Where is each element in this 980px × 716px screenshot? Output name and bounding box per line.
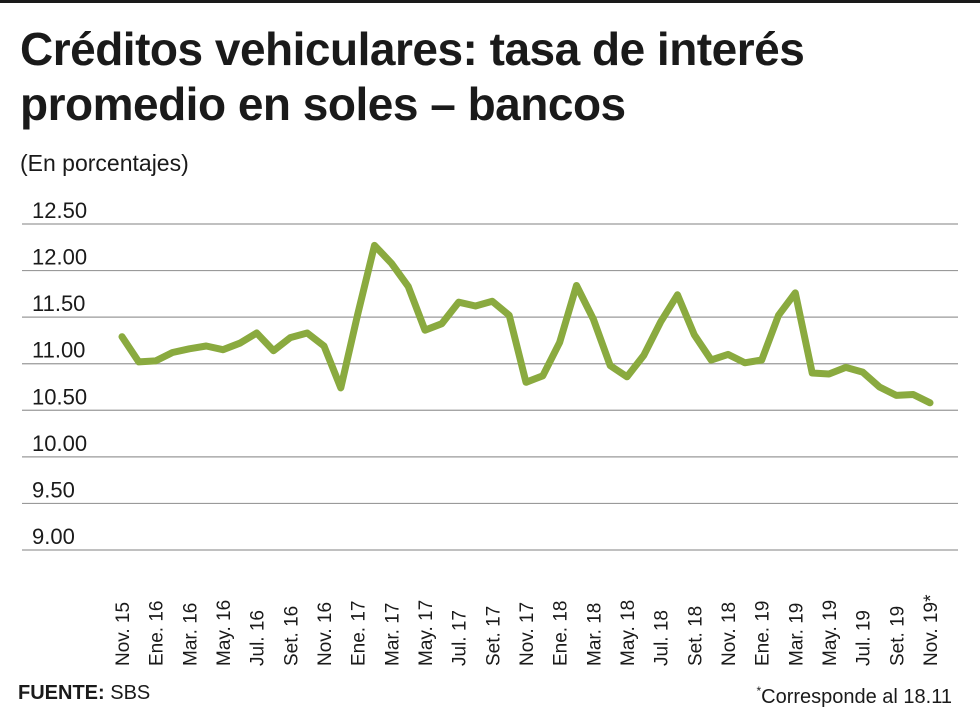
x-tick-label: Set. 17 xyxy=(483,606,504,666)
x-tick-label: Jul. 16 xyxy=(248,610,269,666)
data-point xyxy=(710,359,712,361)
x-tick-label: Mar. 18 xyxy=(584,603,605,666)
data-point xyxy=(643,354,645,356)
source-label: FUENTE: xyxy=(18,682,105,704)
data-point xyxy=(794,292,796,294)
x-tick-label: Ene. 18 xyxy=(551,601,572,667)
source-note: FUENTE: SBS xyxy=(18,682,150,705)
data-point xyxy=(542,375,544,377)
x-tick-label: Nov. 19* xyxy=(921,594,942,666)
data-point xyxy=(239,342,241,344)
data-point xyxy=(374,244,375,246)
data-point xyxy=(172,352,173,353)
data-point xyxy=(121,336,123,338)
data-point xyxy=(828,373,830,375)
x-tick-label: Nov. 15 xyxy=(113,602,134,666)
x-tick-label: May. 17 xyxy=(416,600,437,666)
data-point xyxy=(155,360,157,362)
data-point xyxy=(761,359,763,361)
x-tick-label: Nov. 17 xyxy=(517,602,538,666)
data-point xyxy=(424,329,426,331)
top-rule xyxy=(0,0,980,3)
data-point xyxy=(222,349,224,351)
footnote-text: Corresponde al 18.11 xyxy=(761,686,952,708)
data-point xyxy=(811,372,813,374)
data-point xyxy=(289,337,291,339)
data-point xyxy=(138,361,140,363)
data-point xyxy=(340,387,342,389)
line-chart: 12.50 12.00 11.50 11.00 10.50 10.00 9.50 9.00 N… xyxy=(22,198,958,666)
y-tick-label: 9.00 xyxy=(32,524,75,549)
footnote-mark: * xyxy=(756,684,762,698)
y-tick-label: 10.50 xyxy=(32,384,87,409)
x-tick-label: Ene. 19 xyxy=(753,601,774,667)
data-point xyxy=(323,345,325,347)
data-point xyxy=(576,285,577,286)
data-point xyxy=(778,314,779,316)
data-point xyxy=(273,350,274,352)
x-axis-ticks: Nov. 15 Ene. 16 Mar. 16 May. 16 Jul. 16 Set. … xyxy=(113,594,942,666)
data-point xyxy=(475,305,476,307)
data-point xyxy=(491,300,493,302)
data-point xyxy=(256,332,258,334)
data-point xyxy=(592,318,594,320)
data-point xyxy=(407,285,409,287)
data-point xyxy=(357,313,359,315)
x-tick-label: May. 18 xyxy=(618,600,639,666)
data-point xyxy=(458,301,460,303)
data-point xyxy=(188,348,190,350)
x-tick-label: Set. 18 xyxy=(685,606,706,666)
x-tick-label: Mar. 19 xyxy=(786,603,807,666)
data-point xyxy=(862,371,864,373)
data-point xyxy=(609,365,611,367)
x-tick-label: Ene. 17 xyxy=(349,601,370,667)
chart-title: Créditos vehiculares: tasa de interés pr… xyxy=(20,23,805,130)
data-point xyxy=(879,386,880,388)
x-tick-label: Nov. 18 xyxy=(719,602,740,666)
data-point xyxy=(306,332,308,334)
footnote: *Corresponde al 18.11 xyxy=(756,684,952,709)
data-point xyxy=(390,262,392,264)
x-tick-label: Mar. 16 xyxy=(180,603,201,666)
x-tick-label: Jul. 18 xyxy=(652,610,673,666)
data-point xyxy=(677,294,678,296)
x-tick-label: Jul. 17 xyxy=(450,610,471,666)
y-tick-label: 12.00 xyxy=(32,245,87,270)
x-tick-label: Set. 19 xyxy=(887,606,908,666)
data-point xyxy=(626,376,628,378)
y-tick-label: 11.00 xyxy=(32,338,85,363)
data-point xyxy=(660,321,662,323)
y-tick-label: 12.50 xyxy=(32,198,87,223)
data-point xyxy=(912,394,914,395)
y-tick-label: 10.00 xyxy=(32,431,87,456)
x-tick-label: Set. 16 xyxy=(281,606,302,666)
x-tick-label: May. 16 xyxy=(214,600,235,666)
data-point xyxy=(525,381,527,383)
x-tick-label: Jul. 19 xyxy=(854,610,875,666)
y-axis-ticks: 12.50 12.00 11.50 11.00 10.50 10.00 9.50 9.00 xyxy=(32,198,87,549)
data-point xyxy=(205,345,207,347)
series-layer xyxy=(118,241,934,407)
data-point xyxy=(441,323,443,325)
x-tick-label: Mar. 17 xyxy=(382,603,403,666)
x-tick-label: Ene. 16 xyxy=(147,601,168,667)
data-point xyxy=(744,362,746,364)
data-point xyxy=(727,353,729,355)
chart-subtitle: (En porcentajes) xyxy=(20,150,189,176)
y-tick-label: 11.50 xyxy=(32,291,85,316)
data-point xyxy=(693,334,695,336)
y-tick-label: 9.50 xyxy=(32,477,75,502)
source-value: SBS xyxy=(110,682,151,704)
series-line xyxy=(118,241,934,407)
grid-layer xyxy=(22,223,958,551)
data-point xyxy=(508,314,510,316)
x-tick-label: May. 19 xyxy=(820,600,841,666)
data-point xyxy=(559,341,561,343)
data-point xyxy=(845,366,847,368)
data-point xyxy=(929,402,931,404)
data-point xyxy=(895,394,897,396)
x-tick-label: Nov. 16 xyxy=(315,602,336,666)
